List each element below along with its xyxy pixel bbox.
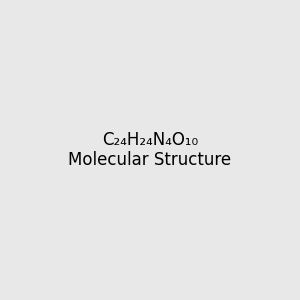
Text: C₂₄H₂₄N₄O₁₀
Molecular Structure: C₂₄H₂₄N₄O₁₀ Molecular Structure	[68, 130, 232, 170]
